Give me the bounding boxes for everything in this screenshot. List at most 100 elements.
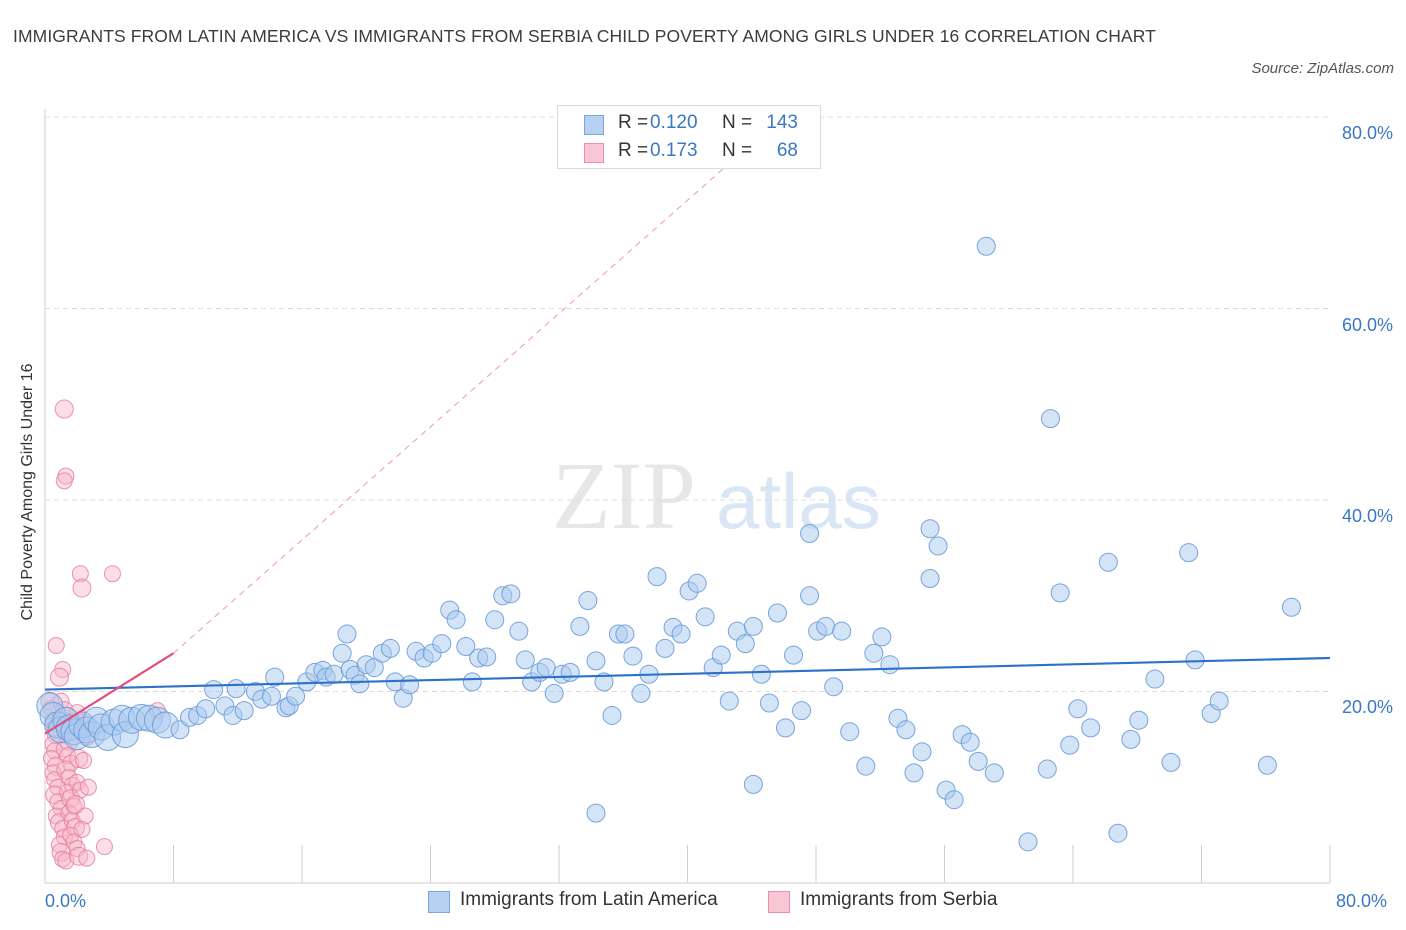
data-point-latin-america <box>904 763 924 783</box>
data-point-serbia <box>95 838 113 856</box>
data-point-latin-america <box>1068 699 1088 719</box>
data-point-latin-america <box>792 701 812 721</box>
data-point-latin-america <box>800 524 820 544</box>
grid-lines <box>45 116 1330 692</box>
data-point-latin-america <box>560 662 580 682</box>
data-point-latin-america <box>800 586 820 606</box>
data-point-serbia <box>50 836 68 854</box>
data-point-serbia <box>66 794 86 814</box>
data-point-latin-america <box>578 591 598 611</box>
data-point-latin-america <box>432 634 452 654</box>
data-point-latin-america <box>501 584 521 604</box>
legend-label: Immigrants from Latin America <box>460 889 718 910</box>
data-point-latin-america <box>1161 752 1181 772</box>
data-point-latin-america <box>912 742 932 762</box>
data-point-latin-america <box>631 683 651 703</box>
data-point-latin-america <box>976 236 996 256</box>
trend-lines <box>44 164 1331 735</box>
data-point-latin-america <box>1209 691 1229 711</box>
data-point-latin-america <box>751 664 771 684</box>
data-point-latin-america <box>856 756 876 776</box>
data-point-serbia <box>54 399 74 419</box>
data-point-latin-america <box>1081 718 1101 738</box>
blue-swatch <box>428 891 450 913</box>
data-point-latin-america <box>1098 552 1118 572</box>
x-tick-min: 0.0% <box>45 891 87 911</box>
n-value: 143 <box>766 112 798 133</box>
data-point-latin-america <box>196 699 216 719</box>
data-point-serbia <box>66 817 86 837</box>
data-point-latin-america <box>920 519 940 539</box>
data-point-latin-america <box>324 664 344 684</box>
data-point-serbia <box>73 820 91 838</box>
data-point-serbia <box>47 637 65 655</box>
data-point-latin-america <box>615 624 635 644</box>
data-point-latin-america <box>880 655 900 675</box>
data-point-serbia <box>72 578 92 598</box>
data-point-serbia <box>49 667 69 687</box>
data-point-latin-america <box>824 677 844 697</box>
data-point-latin-america <box>1018 832 1038 852</box>
n-label: N = <box>722 112 753 133</box>
data-point-latin-america <box>816 616 836 636</box>
data-point-latin-america <box>655 638 675 658</box>
data-point-latin-america <box>364 658 384 678</box>
data-point-latin-america <box>536 658 556 678</box>
data-point-latin-america <box>671 624 691 644</box>
y-tick-20: 20.0% <box>1341 697 1393 717</box>
data-point-serbia <box>71 565 89 583</box>
data-point-latin-america <box>719 691 739 711</box>
data-point-latin-america <box>1257 755 1277 775</box>
data-point-latin-america <box>1129 710 1149 730</box>
data-point-latin-america <box>920 569 940 589</box>
data-point-latin-america <box>687 573 707 593</box>
correlation-legend: R = 0.120 N = 143 R = 0.173 N = 68 <box>557 105 821 169</box>
data-point-latin-america <box>337 624 357 644</box>
data-point-latin-america <box>226 679 246 699</box>
r-value: 0.173 <box>650 140 698 161</box>
serbia-points <box>40 399 166 870</box>
data-point-latin-america <box>462 672 482 692</box>
y-tick-60: 60.0% <box>1341 315 1393 335</box>
data-point-latin-america <box>711 645 731 665</box>
n-value: 68 <box>776 140 798 161</box>
r-label: R = <box>618 140 649 161</box>
data-point-latin-america <box>1145 669 1165 689</box>
pink-swatch <box>768 891 790 913</box>
data-point-latin-america <box>234 701 254 721</box>
data-point-latin-america <box>477 647 497 667</box>
data-point-latin-america <box>968 751 988 771</box>
data-point-latin-america <box>586 803 606 823</box>
data-point-latin-america <box>735 634 755 654</box>
data-point-latin-america <box>1060 735 1080 755</box>
watermark-atlas: atlas <box>716 457 881 545</box>
n-label: N = <box>722 140 753 161</box>
watermark-zip: ZIP <box>552 442 696 549</box>
data-point-latin-america <box>586 651 606 671</box>
trend-line-latin-america <box>44 656 1331 691</box>
x-tick-max: 80.0% <box>1336 891 1388 911</box>
data-point-latin-america <box>832 621 852 641</box>
data-point-latin-america <box>570 616 590 636</box>
data-point-latin-america <box>456 636 476 656</box>
data-point-latin-america <box>1185 650 1205 670</box>
data-point-latin-america <box>509 621 529 641</box>
data-point-latin-america <box>872 627 892 647</box>
data-point-serbia <box>103 565 121 583</box>
data-point-latin-america <box>960 732 980 752</box>
data-point-latin-america <box>1121 729 1141 749</box>
data-point-latin-america <box>775 718 795 738</box>
data-point-latin-america <box>515 650 535 670</box>
data-point-latin-america <box>767 603 787 623</box>
data-point-latin-america <box>400 675 420 695</box>
data-point-latin-america <box>743 774 763 794</box>
data-point-latin-america <box>380 638 400 658</box>
data-point-latin-america <box>896 720 916 740</box>
data-point-latin-america <box>1037 759 1057 779</box>
data-point-latin-america <box>984 763 1004 783</box>
data-point-latin-america <box>695 607 715 627</box>
data-point-serbia <box>78 849 96 867</box>
blue-swatch <box>584 115 604 135</box>
trend-line-serbia <box>44 652 175 735</box>
data-point-latin-america <box>759 693 779 713</box>
